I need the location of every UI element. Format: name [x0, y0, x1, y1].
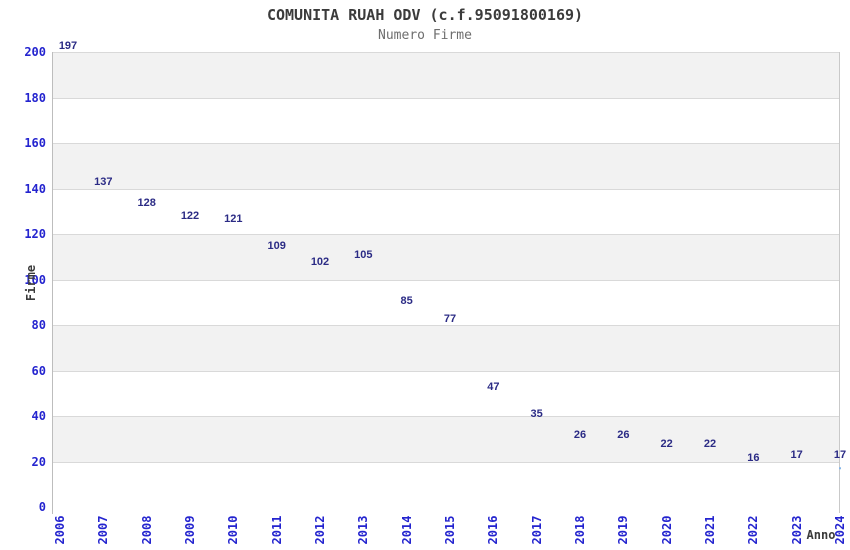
x-tick-label: 2012	[313, 515, 327, 545]
plot-band	[53, 234, 839, 280]
y-tick-label: 160	[24, 136, 46, 150]
x-tick-label: 2016	[486, 515, 501, 545]
y-tick-label: 180	[24, 90, 46, 105]
data-point-label: 77	[443, 312, 457, 325]
data-point-label: 22	[703, 437, 717, 450]
data-point-label: 102	[310, 255, 330, 268]
data-point-label: 22	[660, 437, 673, 450]
data-point-label: 109	[267, 240, 286, 253]
gridline	[53, 188, 839, 190]
gridline	[53, 143, 839, 144]
data-point-label: 121	[224, 212, 243, 225]
y-tick-label: 60	[31, 363, 46, 378]
x-tick-label: 2008	[139, 515, 154, 545]
chart-subtitle: Numero Firme	[378, 28, 472, 43]
y-tick-label: 140	[24, 181, 46, 196]
x-axis-title: Anno	[806, 528, 836, 542]
plot-band	[53, 143, 839, 189]
data-point-label: 47	[487, 381, 500, 394]
x-tick-label: 2011	[269, 515, 284, 545]
x-tick-label: 2020	[659, 515, 674, 545]
gridline	[53, 234, 839, 235]
data-point-label: 105	[354, 249, 373, 262]
x-tick-label: 2013	[356, 515, 371, 545]
data-point-label: 85	[400, 294, 413, 307]
plot-band	[53, 97, 839, 143]
y-tick-label: 40	[31, 409, 46, 423]
y-axis-title: Firme	[24, 264, 38, 302]
y-tick-label: 120	[24, 227, 46, 241]
x-tick-label: 2022	[746, 515, 761, 545]
data-point-label: 17	[790, 449, 803, 462]
x-tick-label: 2009	[183, 515, 197, 545]
data-point-label: 16	[747, 451, 760, 464]
gridline	[53, 461, 839, 463]
data-point-label: 17	[833, 449, 847, 462]
plot-band	[53, 461, 839, 507]
x-tick-label: 2015	[443, 515, 457, 545]
x-tick-label: 2014	[399, 515, 414, 545]
x-tick-label: 2019	[616, 515, 631, 545]
data-point-label: 26	[617, 428, 630, 441]
data-point-label: 197	[58, 39, 78, 52]
plot-band	[53, 52, 839, 98]
plot-band	[53, 188, 839, 234]
data-point-label: 137	[94, 176, 113, 189]
plot-band	[53, 370, 839, 416]
plot-area	[52, 52, 841, 514]
plot-band	[53, 416, 839, 462]
data-point-label: 128	[137, 196, 156, 209]
y-tick-label: 200	[24, 45, 46, 59]
plot-band	[53, 325, 839, 371]
x-tick-label: 2007	[96, 515, 111, 545]
chart-title: COMUNITA RUAH ODV (c.f.95091800169)	[266, 6, 584, 24]
data-point-label: 122	[180, 210, 200, 223]
data-point-label: 26	[573, 428, 587, 441]
y-tick-label: 100	[24, 272, 46, 287]
gridline	[53, 370, 839, 372]
x-tick-label: 2021	[703, 515, 717, 545]
data-point-label: 35	[530, 408, 543, 421]
plot-band	[53, 279, 839, 325]
gridline	[53, 416, 839, 417]
y-tick-label: 20	[31, 454, 46, 469]
gridline	[53, 325, 839, 326]
x-tick-label: 2006	[53, 515, 67, 545]
x-tick-label: 2010	[226, 515, 241, 545]
gridline	[53, 279, 839, 281]
gridline	[53, 97, 839, 99]
y-tick-label: 0	[38, 500, 46, 514]
x-tick-label: 2017	[529, 515, 544, 545]
x-tick-label: 2018	[573, 515, 587, 545]
gridline	[53, 52, 839, 53]
y-tick-label: 80	[31, 318, 46, 332]
